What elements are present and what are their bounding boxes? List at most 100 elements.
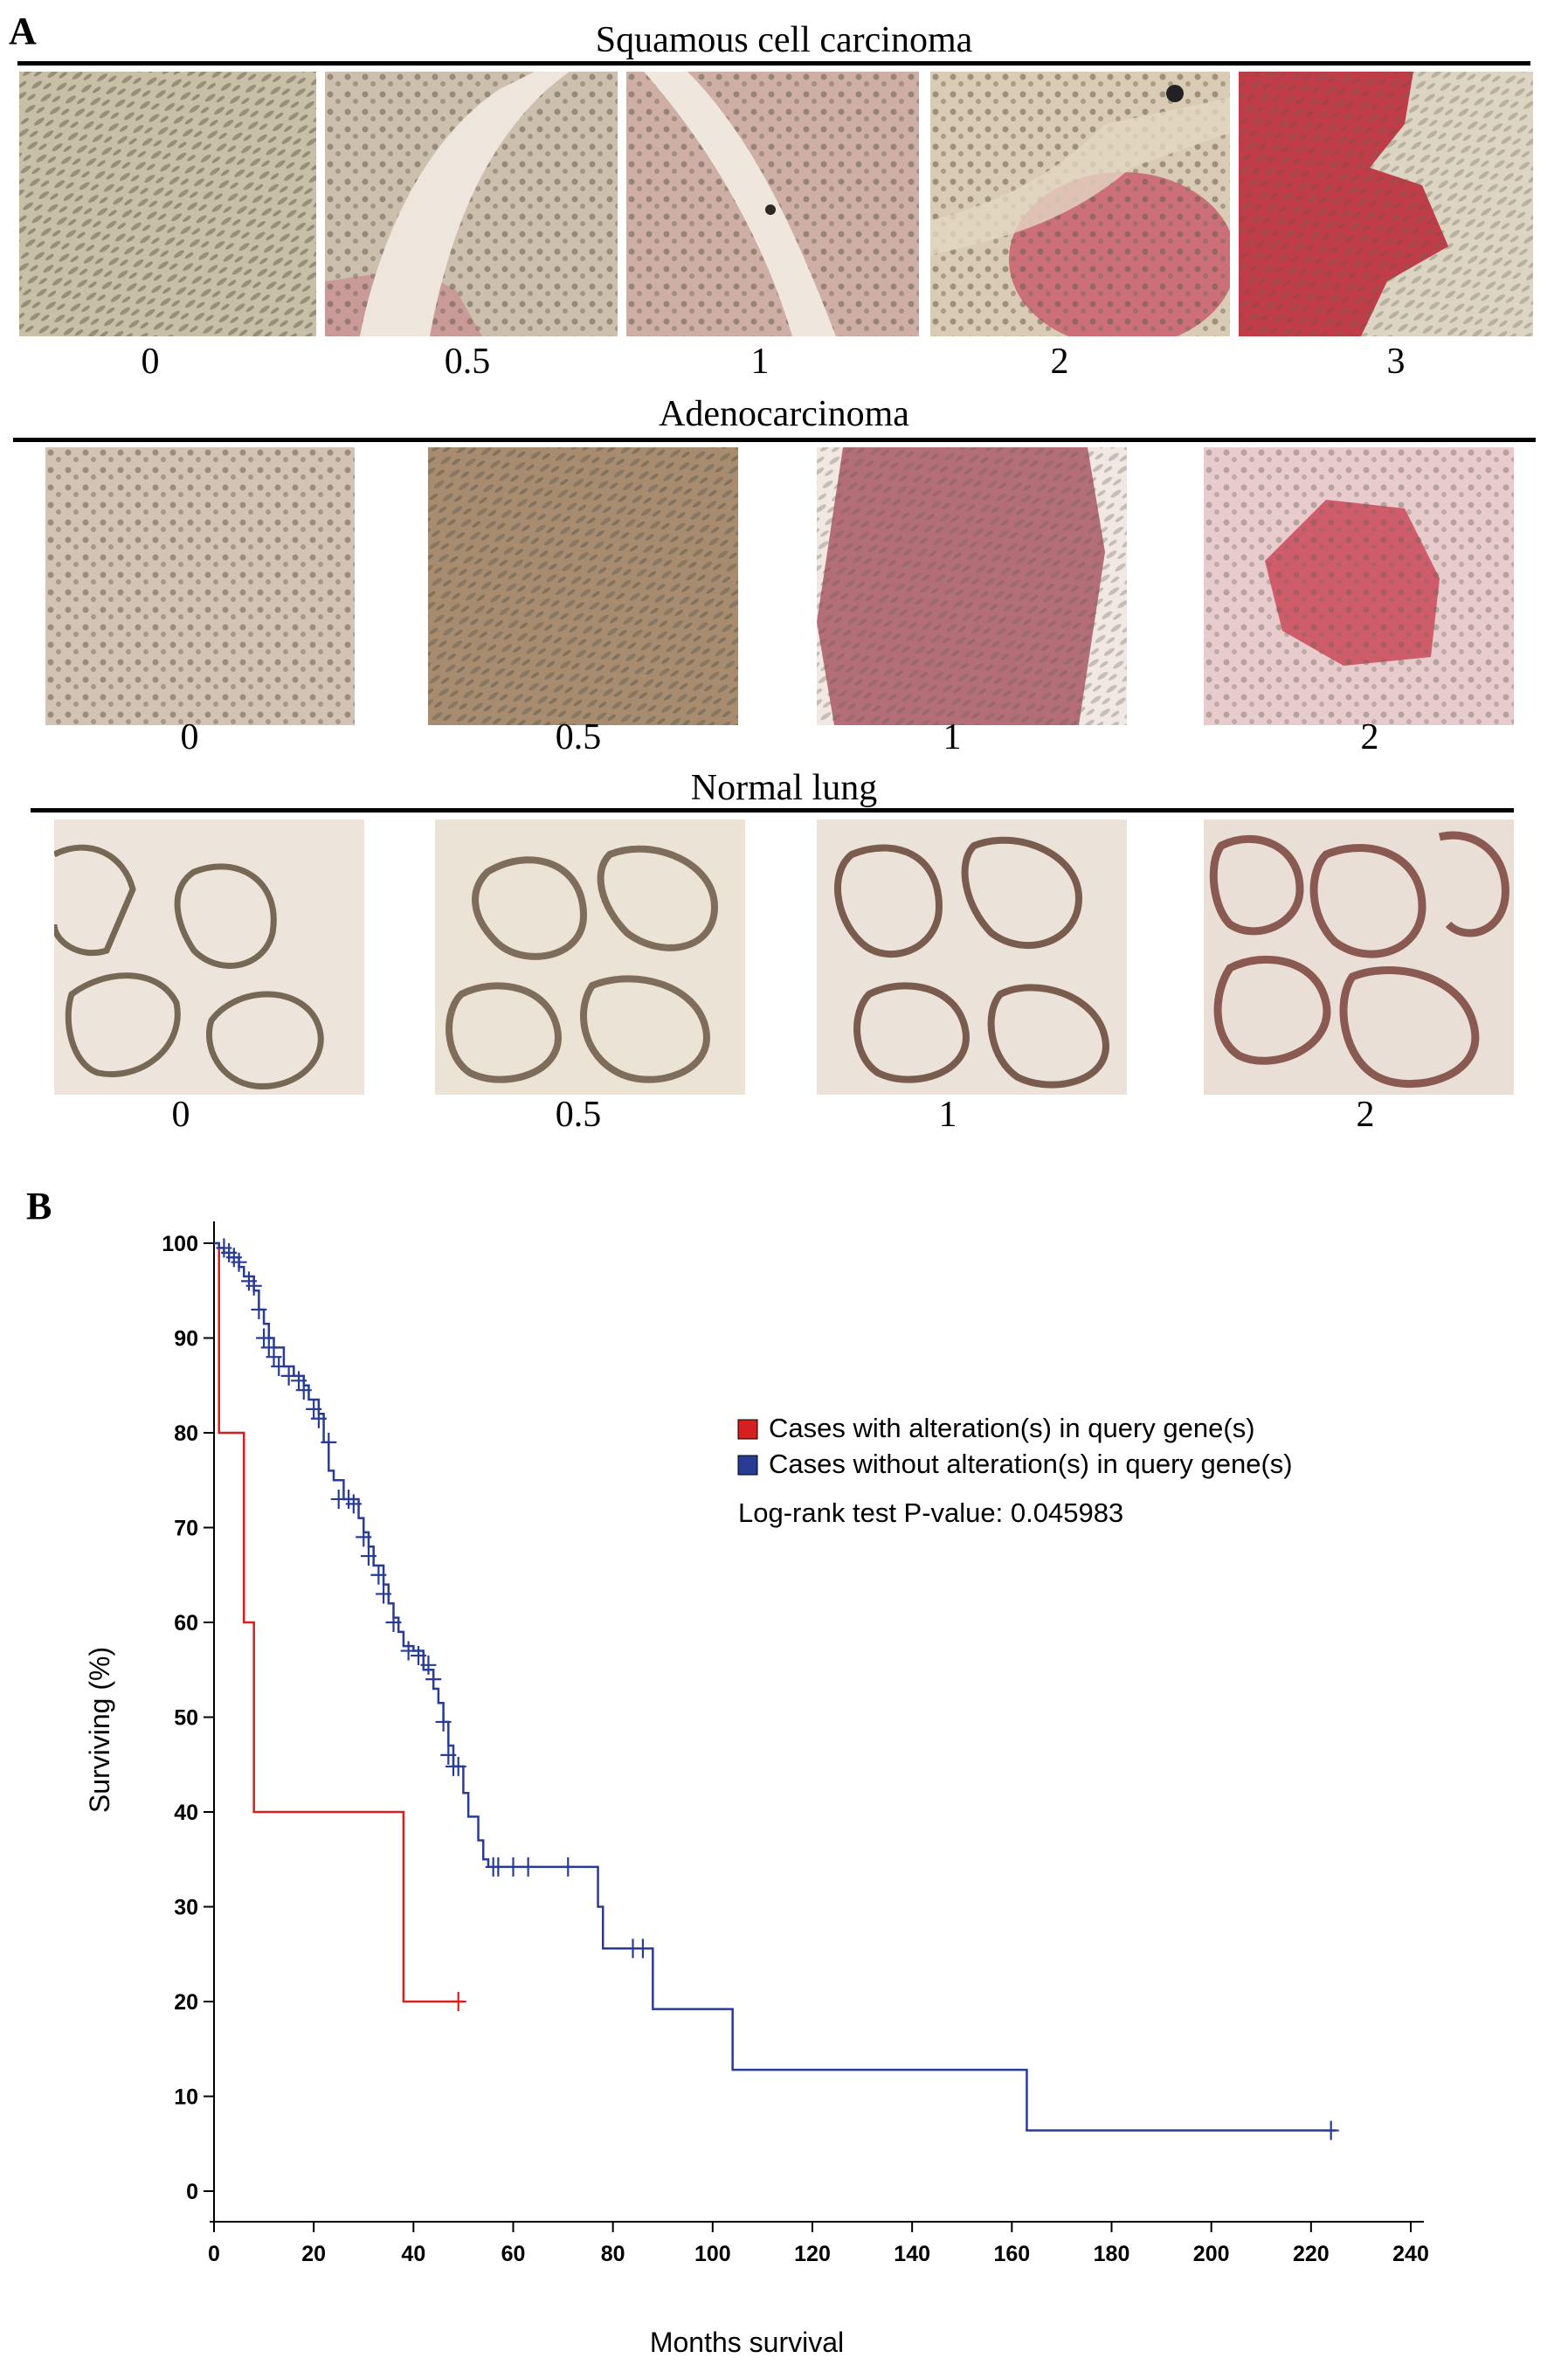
score-label: 0.5 — [555, 1095, 602, 1135]
score-label: 1 — [750, 342, 770, 382]
censor-mark — [310, 1408, 327, 1428]
score-label: 2 — [1360, 717, 1379, 757]
censor-mark — [1323, 2120, 1339, 2140]
censor-mark — [411, 1645, 427, 1665]
tissue-image — [435, 819, 745, 1095]
x-tick-label: 180 — [1094, 2242, 1130, 2266]
x-tick-label: 60 — [501, 2242, 526, 2266]
survival-curve-series-2 — [214, 1241, 1337, 2132]
micrograph-adeno-score-2 — [1204, 447, 1514, 725]
kaplan-meier-chart: 0 10 20 30 40 50 60 70 80 90 100 0 20 40 60 80 100 120 140… — [84, 1221, 1429, 2358]
y-tick-label: 40 — [174, 1801, 198, 1825]
censor-mark — [440, 1745, 457, 1765]
censor-mark — [450, 1992, 466, 2011]
censor-mark — [420, 1655, 437, 1675]
section-title-adeno: Adenocarcinoma — [659, 394, 909, 434]
score-label: 0 — [141, 342, 160, 382]
micrograph-normal-score-0-5 — [435, 819, 745, 1095]
x-tick-label: 220 — [1293, 2242, 1330, 2266]
micrograph-normal-score-1 — [817, 819, 1127, 1095]
score-label: 3 — [1386, 342, 1406, 382]
y-axis-label: Surviving (%) — [84, 1647, 115, 1813]
tissue-image — [626, 72, 919, 336]
micrograph-scc-score-1 — [626, 72, 919, 336]
x-tick-label: 200 — [1193, 2242, 1230, 2266]
censor-mark — [295, 1380, 312, 1400]
tissue-image — [1204, 819, 1514, 1095]
micrograph-adeno-score-0-5 — [428, 447, 738, 725]
y-tick-label: 20 — [174, 1990, 198, 2015]
censor-mark — [385, 1613, 402, 1632]
censor-mark — [251, 1299, 267, 1319]
x-axis-label: Months survival — [650, 2327, 844, 2358]
legend-label-altered: Cases with alteration(s) in query gene(s… — [769, 1413, 1255, 1443]
chart-axes: 0 10 20 30 40 50 60 70 80 90 100 0 20 40 60 80 100 120 140… — [162, 1221, 1429, 2266]
micrograph-adeno-score-1 — [817, 447, 1127, 725]
tissue-image — [930, 72, 1230, 336]
micrograph-scc-score-2 — [930, 72, 1230, 336]
score-label: 0 — [171, 1095, 190, 1135]
y-tick-label: 60 — [174, 1611, 198, 1635]
censor-mark — [520, 1857, 536, 1877]
section-title-squamous: Squamous cell carcinoma — [595, 20, 973, 60]
section-divider-normal — [31, 808, 1514, 813]
censor-mark — [231, 1252, 247, 1272]
censor-mark — [345, 1494, 362, 1514]
tissue-image — [817, 447, 1127, 725]
x-tick-label: 100 — [694, 2242, 731, 2266]
censor-mark — [356, 1527, 372, 1547]
micrograph-normal-score-0 — [54, 819, 364, 1095]
tissue-image — [54, 819, 364, 1095]
y-tick-label: 50 — [174, 1706, 198, 1731]
censor-mark — [505, 1857, 522, 1877]
score-label: 1 — [943, 717, 962, 757]
legend-label-unaltered: Cases without alteration(s) in query gen… — [769, 1449, 1293, 1479]
censor-mark — [450, 1756, 466, 1776]
x-tick-label: 120 — [794, 2242, 831, 2266]
censor-mark — [560, 1857, 577, 1877]
censor-mark — [400, 1641, 417, 1661]
score-label: 1 — [938, 1095, 957, 1135]
score-label: 2 — [1356, 1095, 1375, 1135]
x-tick-label: 160 — [993, 2242, 1030, 2266]
legend-swatch-unaltered — [737, 1455, 758, 1476]
score-label: 0.5 — [555, 717, 602, 757]
censor-mark — [245, 1276, 262, 1296]
tissue-image — [817, 819, 1127, 1095]
tissue-image — [1239, 72, 1533, 336]
tissue-image — [325, 72, 618, 336]
y-tick-label: 90 — [174, 1327, 198, 1352]
chart-legend: Cases with alteration(s) in query gene(s… — [737, 1413, 1293, 1528]
censor-mark — [634, 1939, 651, 1959]
x-tick-label: 0 — [208, 2242, 220, 2266]
y-tick-label: 100 — [162, 1232, 198, 1256]
score-label: 2 — [1050, 342, 1069, 382]
micrograph-scc-score-0-5 — [325, 72, 618, 336]
tissue-image — [45, 447, 355, 725]
micrograph-normal-score-2 — [1204, 819, 1514, 1095]
tissue-image — [428, 447, 738, 725]
score-label: 0 — [180, 717, 199, 757]
censor-mark — [271, 1357, 287, 1377]
micrograph-scc-score-0 — [19, 72, 316, 336]
tissue-image — [1204, 447, 1514, 725]
section-divider-squamous — [17, 61, 1530, 66]
survival-curve-series-1 — [214, 1241, 464, 2003]
panel-b-label: B — [26, 1185, 52, 1227]
chart-series — [214, 1238, 1339, 2140]
y-tick-label: 80 — [174, 1421, 198, 1446]
x-tick-label: 20 — [301, 2242, 326, 2266]
x-tick-label: 40 — [401, 2242, 425, 2266]
micrograph-scc-score-3 — [1239, 72, 1533, 336]
micrograph-adeno-score-0 — [45, 447, 355, 725]
section-title-normal: Normal lung — [690, 768, 878, 808]
y-tick-label: 0 — [186, 2180, 198, 2204]
y-tick-label: 10 — [174, 2085, 198, 2110]
censor-mark — [425, 1670, 442, 1690]
section-divider-adeno — [13, 438, 1536, 442]
score-label: 0.5 — [444, 342, 491, 382]
censor-mark — [376, 1584, 392, 1604]
censor-mark — [360, 1546, 376, 1566]
panel-a-label: A — [9, 10, 37, 52]
y-tick-label: 70 — [174, 1517, 198, 1541]
